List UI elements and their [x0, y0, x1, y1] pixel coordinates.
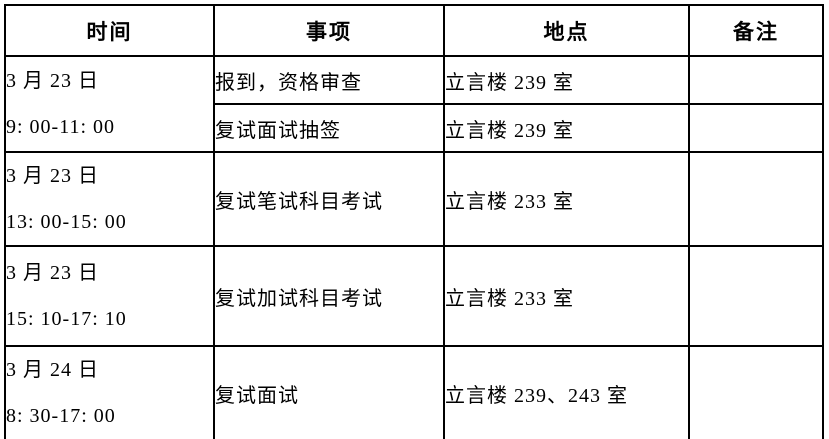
header-row: 时间 事项 地点 备注 — [4, 4, 824, 57]
time-cell: 3 月 24 日 8: 30-17: 00 — [4, 345, 215, 439]
note-cell — [688, 151, 824, 247]
table-row: 3 月 23 日 13: 00-15: 00 复试笔试科目考试 立言楼 233 … — [4, 151, 824, 247]
header-item: 事项 — [213, 4, 445, 57]
item-cell: 报到，资格审查 — [213, 55, 445, 105]
note-cell — [688, 245, 824, 347]
location-cell: 立言楼 233 室 — [443, 151, 690, 247]
header-time: 时间 — [4, 4, 215, 57]
time-range: 13: 00-15: 00 — [6, 211, 127, 233]
item-cell: 复试加试科目考试 — [213, 245, 445, 347]
location-cell: 立言楼 239 室 — [443, 55, 690, 105]
item-cell: 复试面试 — [213, 345, 445, 439]
time-date: 3 月 24 日 — [6, 359, 99, 381]
table-row: 3 月 23 日 9: 00-11: 00 报到，资格审查 立言楼 239 室 — [4, 55, 824, 153]
note-cell — [688, 103, 824, 153]
header-note: 备注 — [688, 4, 824, 57]
note-cell — [688, 55, 824, 105]
time-cell: 3 月 23 日 13: 00-15: 00 — [4, 151, 215, 247]
item-cell: 复试笔试科目考试 — [213, 151, 445, 247]
time-date: 3 月 23 日 — [6, 262, 99, 284]
time-range: 9: 00-11: 00 — [6, 116, 116, 138]
location-cell: 立言楼 239 室 — [443, 103, 690, 153]
time-cell: 3 月 23 日 9: 00-11: 00 — [4, 55, 215, 153]
table-row: 复试面试抽签 立言楼 239 室 — [5, 103, 824, 153]
time-date: 3 月 23 日 — [6, 70, 99, 92]
location-cell: 立言楼 239、243 室 — [443, 345, 690, 439]
item-cell: 复试面试抽签 — [213, 103, 445, 153]
note-cell — [688, 345, 824, 439]
time-range: 8: 30-17: 00 — [6, 405, 116, 427]
time-range: 15: 10-17: 10 — [6, 308, 127, 330]
schedule-table: 时间 事项 地点 备注 3 月 23 日 9: 00-11: 00 报到，资格审… — [4, 4, 824, 439]
location-cell: 立言楼 233 室 — [443, 245, 690, 347]
time-cell: 3 月 23 日 15: 10-17: 10 — [4, 245, 215, 347]
table-row: 3 月 23 日 15: 10-17: 10 复试加试科目考试 立言楼 233 … — [4, 245, 824, 347]
table-row: 3 月 24 日 8: 30-17: 00 复试面试 立言楼 239、243 室 — [4, 345, 824, 439]
time-date: 3 月 23 日 — [6, 165, 99, 187]
header-location: 地点 — [443, 4, 690, 57]
